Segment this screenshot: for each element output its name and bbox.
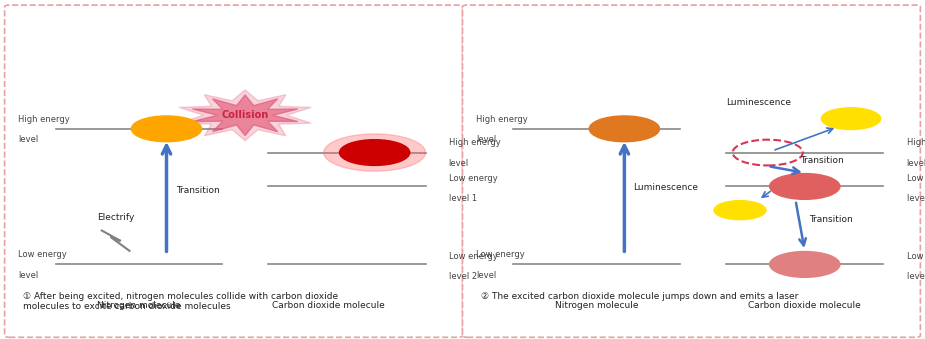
Circle shape [131,116,202,142]
Text: level: level [18,135,39,144]
Text: High energy: High energy [449,138,500,147]
Text: Collision: Collision [221,110,269,120]
Circle shape [589,116,660,142]
Text: level: level [18,271,39,280]
Circle shape [324,134,426,171]
Text: level: level [906,159,925,168]
Text: Low energy: Low energy [18,250,68,259]
Circle shape [770,174,840,199]
FancyBboxPatch shape [5,5,462,337]
Polygon shape [192,95,298,136]
Circle shape [821,108,881,129]
Circle shape [339,140,410,165]
Text: Low energy: Low energy [449,252,498,261]
Text: High energy: High energy [476,115,528,124]
Text: ② The excited carbon dioxide molecule jumps down and emits a laser: ② The excited carbon dioxide molecule ju… [481,292,798,301]
Text: Low energy: Low energy [906,174,925,183]
Text: level: level [449,159,469,168]
Text: Luminescence: Luminescence [726,98,791,107]
Text: Transition: Transition [809,215,853,224]
Text: ① After being excited, nitrogen molecules collide with carbon dioxide
molecules : ① After being excited, nitrogen molecule… [23,292,339,311]
FancyBboxPatch shape [462,5,920,337]
Text: Transition: Transition [176,186,219,195]
Text: Carbon dioxide molecule: Carbon dioxide molecule [748,301,861,311]
Text: Electrify: Electrify [97,213,134,222]
Text: Low energy: Low energy [906,252,925,261]
Polygon shape [179,90,311,141]
Text: Nitrogen molecule: Nitrogen molecule [555,301,638,311]
Text: level 1: level 1 [906,194,925,203]
Text: High energy: High energy [18,115,70,124]
Text: Transition: Transition [800,156,844,165]
Circle shape [770,252,840,277]
Text: Luminescence: Luminescence [634,183,698,192]
Text: Carbon dioxide molecule: Carbon dioxide molecule [272,301,385,311]
Text: level 2: level 2 [906,272,925,281]
Text: level: level [476,271,497,280]
Text: level 1: level 1 [449,194,476,203]
Text: Nitrogen molecule: Nitrogen molecule [97,301,180,311]
Circle shape [714,201,766,220]
Text: level 2: level 2 [449,272,476,281]
Text: level: level [476,135,497,144]
Text: Low energy: Low energy [476,250,525,259]
Text: High energy: High energy [906,138,925,147]
Text: Low energy: Low energy [449,174,498,183]
